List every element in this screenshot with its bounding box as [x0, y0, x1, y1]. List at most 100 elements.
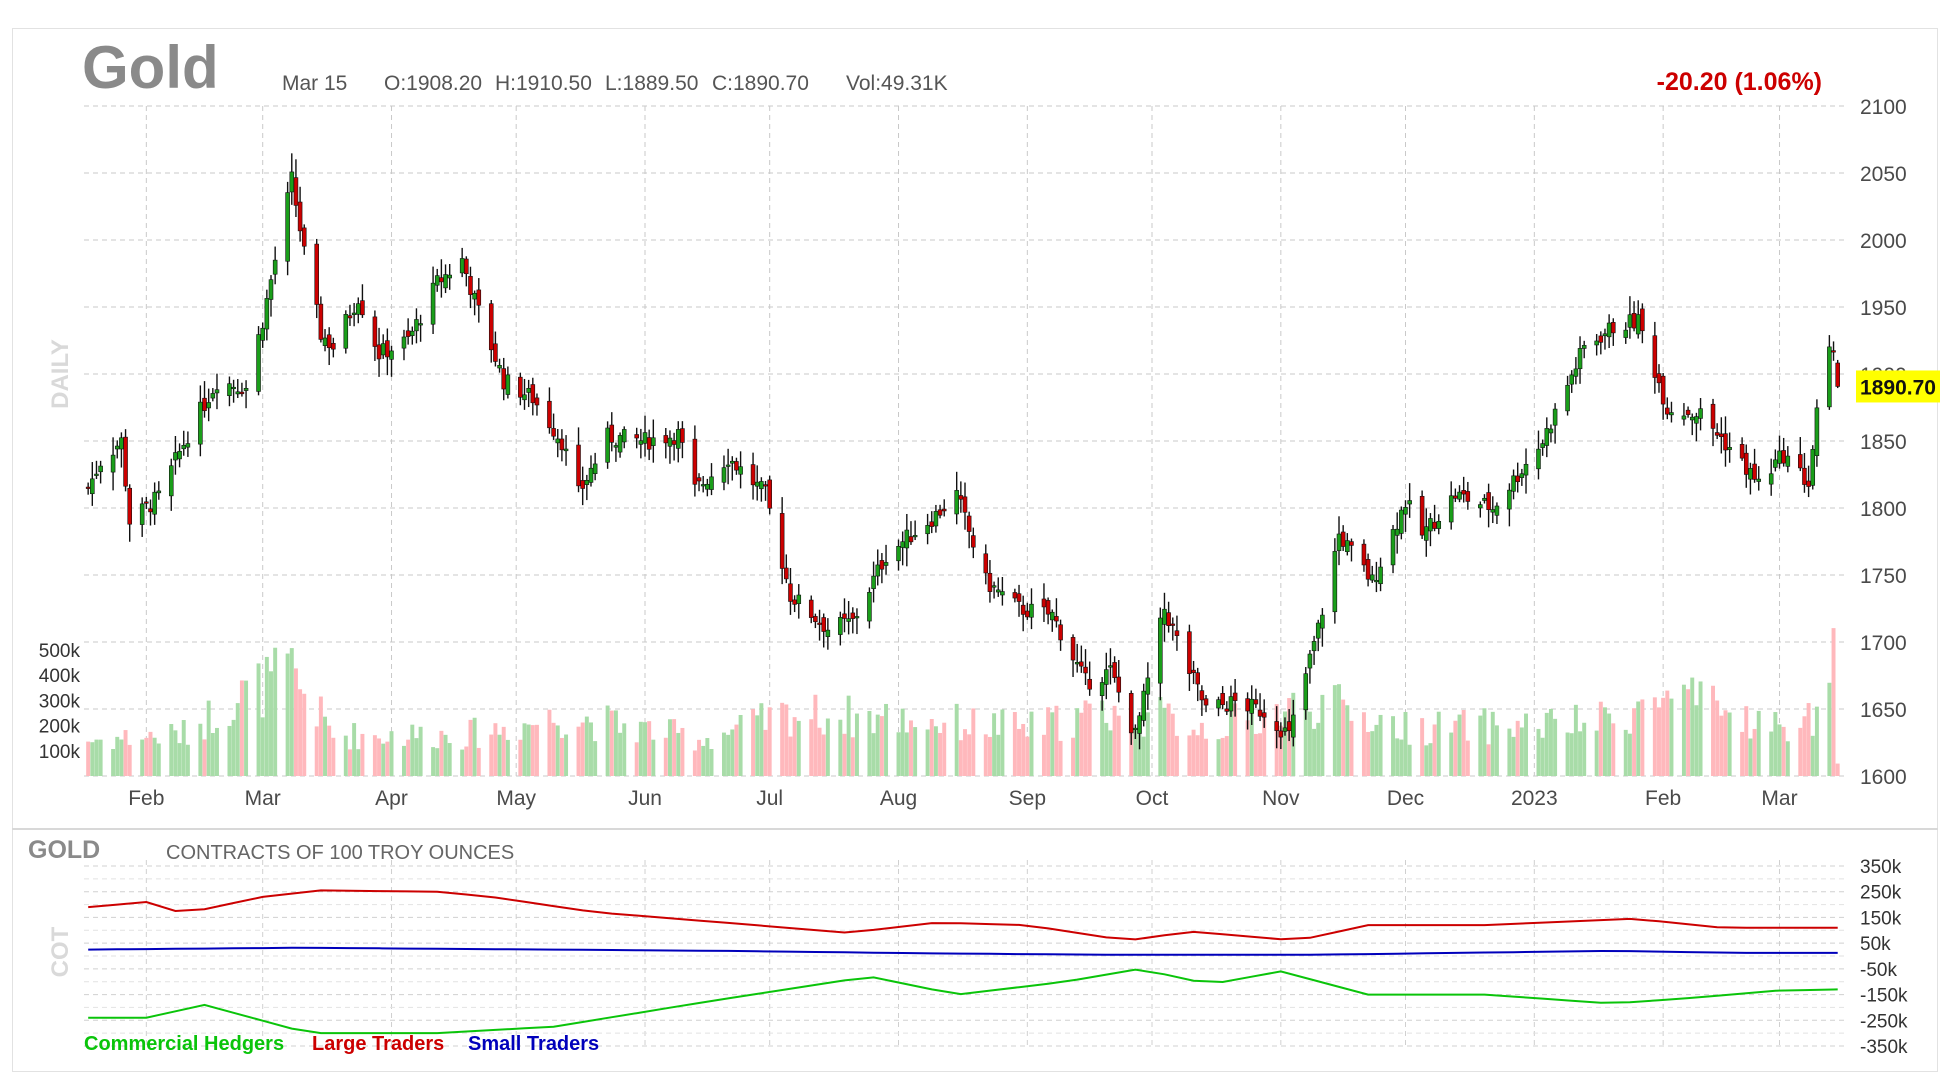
volume-bar: [235, 703, 240, 776]
candle-body: [1278, 730, 1284, 738]
cot-subtitle: CONTRACTS OF 100 TROY OUNCES: [166, 842, 514, 864]
volume-bar: [314, 726, 319, 776]
volume-bar: [505, 739, 510, 776]
candle-body: [796, 594, 802, 604]
volume-bar: [464, 746, 469, 776]
volume-bar: [1482, 708, 1487, 776]
volume-bar: [1366, 731, 1371, 776]
candle-body: [351, 312, 357, 315]
volume-bar: [406, 739, 411, 776]
volume-bar: [1769, 731, 1774, 776]
candle-body: [900, 541, 905, 548]
candle-body: [966, 515, 972, 532]
candle-body: [185, 443, 191, 448]
volume-bar: [1690, 677, 1695, 776]
volume-tick-label: 400k: [39, 666, 81, 687]
candle-body: [1523, 463, 1529, 476]
candle-body: [1507, 489, 1512, 510]
volume-bar: [227, 725, 232, 776]
candle-body: [667, 437, 673, 447]
candle-body: [385, 340, 390, 358]
candle-body: [767, 479, 772, 509]
volume-bar: [734, 724, 739, 776]
volume-bar: [1548, 708, 1553, 776]
daily-side-label: DAILY: [47, 339, 74, 409]
candle-body: [1407, 500, 1412, 505]
candle-body: [447, 274, 452, 279]
volume-bar: [938, 732, 943, 776]
candle-body: [231, 386, 236, 390]
volume-bar: [1332, 685, 1337, 776]
volume-bar: [1391, 716, 1396, 776]
candle-body: [792, 599, 797, 605]
candle-body: [418, 323, 423, 326]
volume-bar: [497, 734, 502, 776]
volume-bar: [318, 696, 323, 776]
candle-body: [1623, 329, 1629, 338]
candle-body: [1345, 540, 1350, 553]
volume-bar: [347, 749, 352, 776]
volume-bar: [1262, 714, 1267, 776]
volume-bar: [900, 708, 905, 776]
volume-bar: [767, 707, 772, 776]
volume-bar: [377, 738, 382, 776]
candle-body: [410, 330, 415, 336]
candle-body: [1652, 335, 1658, 378]
candle-body: [206, 402, 211, 409]
volume-bar: [239, 680, 244, 776]
candle-body: [838, 617, 843, 635]
candle-body: [663, 435, 669, 444]
volume-bar: [298, 689, 303, 776]
candle-body: [1773, 459, 1778, 468]
volume-bar: [1602, 707, 1607, 776]
volume-bar: [1187, 735, 1192, 776]
volume-bar: [1233, 703, 1238, 776]
volume-bar: [809, 719, 814, 776]
candle-body: [1665, 407, 1670, 415]
candle-body: [1756, 478, 1762, 482]
volume-bar: [1669, 698, 1674, 776]
volume-bar: [1632, 708, 1637, 776]
candle-body: [1486, 492, 1491, 510]
candle-body: [1631, 313, 1637, 329]
volume-bar: [813, 694, 818, 776]
volume-bar: [1337, 684, 1341, 776]
volume-bar: [1827, 682, 1832, 776]
candle-body: [430, 282, 436, 325]
candle-body: [634, 434, 639, 439]
candle-body: [468, 276, 473, 295]
candle-body: [1291, 714, 1296, 738]
volume-bar: [1598, 701, 1603, 776]
volume-bar: [269, 671, 273, 776]
candle-body: [505, 374, 511, 395]
candle-body: [675, 429, 681, 449]
candle-body: [1074, 662, 1080, 665]
candle-body: [987, 572, 993, 592]
candle-body: [1806, 480, 1811, 487]
candle-body: [380, 343, 386, 356]
volume-bar: [1465, 740, 1470, 776]
candle-body: [376, 344, 382, 360]
candle-body: [1087, 678, 1092, 690]
volume-bar: [1407, 744, 1412, 776]
volume-bar: [343, 735, 348, 776]
volume-bar: [929, 719, 934, 776]
volume-bar: [1723, 710, 1728, 776]
volume-bar: [954, 703, 959, 776]
volume-bar: [389, 731, 394, 776]
candle-body: [1660, 375, 1666, 405]
volume-bar: [1432, 724, 1437, 776]
volume-bar: [1012, 712, 1017, 776]
candle-body: [896, 546, 901, 562]
candle-body: [1424, 526, 1429, 541]
candle-body: [268, 279, 274, 300]
volume-bar: [1810, 735, 1815, 776]
volume-bar: [1773, 712, 1778, 776]
volume-bar: [1611, 723, 1616, 776]
candle-body: [139, 503, 145, 525]
price-tick-label: 1650: [1860, 699, 1907, 722]
candle-body: [1336, 533, 1342, 551]
candle-body: [1432, 521, 1437, 529]
volume-bar: [1553, 718, 1558, 776]
